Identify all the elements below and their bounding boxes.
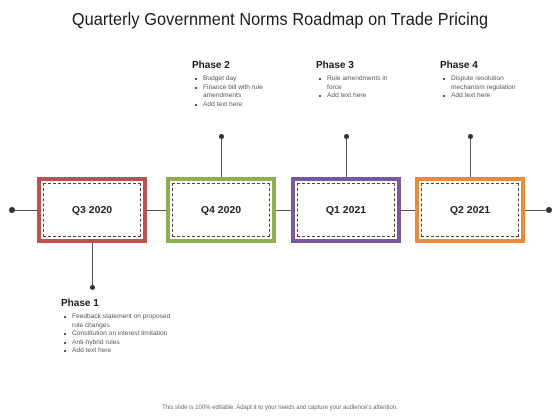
- phase-item-list: Rule amendments in force Add text here: [316, 75, 416, 101]
- list-item: Anti-hybrid rules: [64, 339, 171, 348]
- quarter-box-q3-2020: Q3 2020: [37, 177, 147, 243]
- list-item: Add text here: [64, 347, 171, 356]
- list-item: Feedback statement on proposed rule chan…: [64, 313, 171, 329]
- phase-4-connector: [470, 136, 471, 177]
- timeline-end-dot: [546, 207, 552, 213]
- list-item: Add text here: [195, 101, 292, 110]
- phase-1-connector-dot: [90, 285, 95, 290]
- page-title: Quarterly Government Norms Roadmap on Tr…: [71, 9, 489, 29]
- list-item: Add text here: [319, 92, 416, 101]
- phase-title: Phase 3: [316, 60, 354, 71]
- phase-item-list: Feedback statement on proposed rule chan…: [61, 313, 171, 356]
- list-item: Dispute resolution mechanism regulation: [443, 75, 521, 92]
- phase-2-connector: [221, 136, 222, 177]
- phase-4-connector-dot: [468, 134, 473, 139]
- phase-3-block: Phase 3 Rule amendments in force Add tex…: [316, 60, 416, 101]
- quarter-box-q4-2020: Q4 2020: [166, 177, 276, 243]
- list-item: Add text here: [443, 92, 540, 101]
- quarter-box-q1-2021: Q1 2021: [291, 177, 401, 243]
- quarter-label: Q4 2020: [172, 183, 270, 237]
- list-item: Finance bill with rule amendments: [195, 84, 273, 101]
- phase-1-block: Phase 1 Feedback statement on proposed r…: [61, 298, 171, 356]
- quarter-box-q2-2021: Q2 2021: [415, 177, 525, 243]
- phase-item-list: Dispute resolution mechanism regulation …: [440, 75, 540, 101]
- phase-title: Phase 2: [192, 60, 230, 71]
- phase-4-block: Phase 4 Dispute resolution mechanism reg…: [440, 60, 540, 101]
- phase-2-connector-dot: [219, 134, 224, 139]
- timeline-line: [12, 210, 550, 211]
- timeline-start-dot: [9, 207, 15, 213]
- phase-item-list: Budget day Finance bill with rule amendm…: [192, 75, 292, 109]
- list-item: Constitution on interest limitation: [64, 330, 171, 339]
- quarter-label: Q3 2020: [43, 183, 141, 237]
- phase-title: Phase 1: [61, 298, 99, 309]
- quarter-label: Q1 2021: [297, 183, 395, 237]
- phase-1-connector: [92, 243, 93, 287]
- phase-2-block: Phase 2 Budget day Finance bill with rul…: [192, 60, 292, 109]
- quarter-label: Q2 2021: [421, 183, 519, 237]
- list-item: Budget day: [195, 75, 292, 84]
- phase-3-connector-dot: [344, 134, 349, 139]
- list-item: Rule amendments in force: [319, 75, 397, 92]
- footer-note: This slide is 100% editable. Adapt it to…: [162, 405, 398, 411]
- phase-3-connector: [346, 136, 347, 177]
- phase-title: Phase 4: [440, 60, 478, 71]
